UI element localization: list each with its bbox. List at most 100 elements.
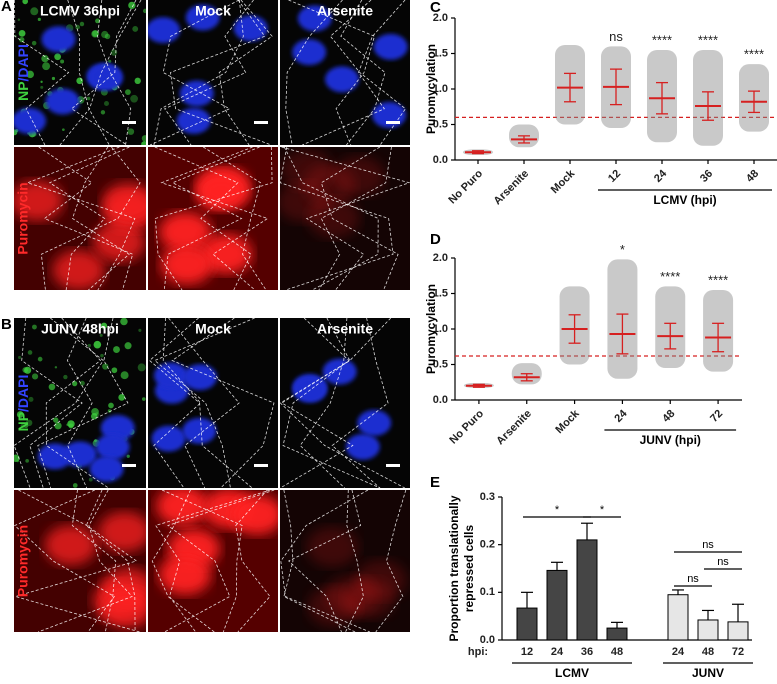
- cell-outline: [235, 490, 271, 632]
- nucleus: [153, 362, 188, 389]
- comparison-label: ns: [717, 556, 729, 568]
- stain-label: NP/DAPI: [15, 375, 31, 432]
- cell-outline: [283, 490, 356, 632]
- cell-outline: [345, 490, 364, 632]
- cell-outline: [161, 490, 243, 632]
- cell-outline: [71, 490, 117, 632]
- cell-outline: [280, 318, 406, 488]
- np-speckle: [141, 141, 146, 145]
- puro-cell: [156, 490, 209, 526]
- nucleus: [151, 425, 186, 452]
- cell-outline: [67, 0, 110, 145]
- significance: ns: [609, 29, 623, 44]
- cell-outline: [40, 147, 141, 290]
- x-tick-label: 24: [672, 646, 685, 658]
- cell-outline: [71, 147, 130, 290]
- np-speckle: [120, 318, 128, 326]
- y-tick-label: 1.0: [433, 83, 448, 95]
- puro-cell: [159, 212, 212, 253]
- x-tick-label: 48: [660, 408, 677, 425]
- np-speckle: [86, 96, 91, 101]
- x-prefix: hpi:: [468, 646, 488, 658]
- bar: [516, 607, 538, 641]
- np-speckle: [54, 422, 62, 430]
- np-speckle: [103, 101, 109, 107]
- np-speckle: [113, 346, 120, 353]
- np-speckle: [40, 80, 43, 83]
- x-tick-label: 48: [702, 646, 714, 658]
- np-speckle: [138, 328, 142, 332]
- micrograph-content: [148, 490, 278, 632]
- np-speckle: [92, 30, 99, 37]
- comparison-label: ns: [702, 539, 714, 551]
- cell-outline: [340, 0, 386, 145]
- x-tick-label: 72: [732, 646, 744, 658]
- cell-outline: [281, 147, 410, 290]
- nucleus: [148, 17, 181, 44]
- cell-outline: [164, 0, 254, 145]
- x-tick-label: No Puro: [446, 167, 485, 206]
- cell-outline: [329, 0, 407, 145]
- puro-cell: [93, 222, 146, 263]
- cell-outline: [288, 490, 362, 632]
- np-speckle: [104, 33, 111, 40]
- y-axis-label: repressed cells: [462, 524, 476, 612]
- y-tick-label: 0.2: [480, 539, 495, 551]
- cell-outline: [26, 147, 136, 290]
- np-speckle: [124, 342, 132, 350]
- micrograph: [14, 0, 146, 145]
- np-speckle: [18, 29, 26, 37]
- np-speckle: [18, 355, 22, 359]
- nucleus: [89, 455, 124, 482]
- x-tick-label: 12: [521, 646, 533, 658]
- np-speckle: [31, 40, 37, 46]
- np-speckle: [48, 383, 56, 391]
- panel-letter: A: [1, 0, 12, 15]
- np-speckle: [141, 135, 146, 142]
- cell-outline: [168, 318, 240, 488]
- cell-outline: [171, 318, 275, 488]
- chart-letter: D: [430, 231, 441, 248]
- column-label: Mock: [195, 321, 231, 337]
- x-tick-label: 48: [611, 646, 623, 658]
- y-axis-label: Puromycylation: [424, 284, 438, 374]
- nucleus: [41, 26, 76, 53]
- np-speckle: [67, 420, 75, 428]
- cell-outline: [299, 318, 348, 488]
- np-speckle: [25, 459, 29, 463]
- significance: *: [620, 242, 625, 257]
- micrograph-content: [14, 318, 146, 488]
- np-speckle: [17, 18, 21, 21]
- scale-bar: [254, 464, 268, 467]
- cell-outline: [285, 0, 343, 145]
- np-speckle: [54, 53, 62, 61]
- micrograph: [148, 147, 278, 290]
- stain-dapi: /DAPI: [15, 375, 31, 412]
- cell-outline: [38, 147, 134, 290]
- np-speckle: [100, 88, 108, 96]
- puro-cell: [231, 494, 278, 535]
- cell-outline: [280, 147, 394, 290]
- scale-bar: [254, 121, 268, 124]
- x-tick-label: Mock: [549, 167, 578, 196]
- cell-outline: [14, 0, 70, 145]
- cell-outline: [331, 318, 389, 488]
- np-speckle: [40, 85, 44, 89]
- cell-outline: [59, 0, 142, 145]
- np-speckle: [134, 77, 141, 85]
- np-speckle: [66, 423, 69, 426]
- comparison-label: *: [555, 504, 560, 516]
- nucleus: [45, 88, 80, 115]
- micrograph-content: [148, 147, 278, 290]
- puro-cell: [98, 511, 146, 552]
- chart-letter: C: [430, 0, 441, 16]
- np-speckle: [79, 380, 85, 386]
- x-tick-label: 12: [606, 168, 623, 185]
- bar: [606, 627, 628, 641]
- x-tick-label: Arsenite: [492, 168, 532, 208]
- micrograph-content: [14, 147, 146, 290]
- np-speckle: [31, 373, 39, 380]
- nucleus: [176, 107, 211, 134]
- np-speckle: [16, 411, 24, 418]
- micrograph: [148, 490, 278, 632]
